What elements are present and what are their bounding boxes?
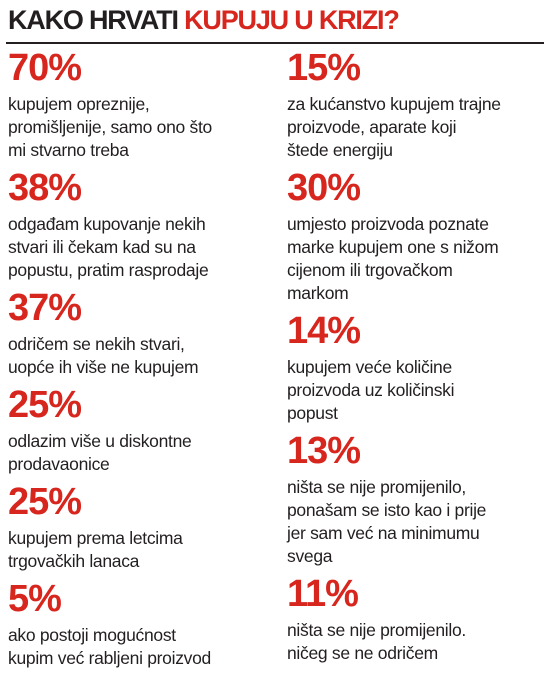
- stat-item: 25% kupujem prema letcima trgovačkih lan…: [8, 482, 270, 573]
- title-part-1: KAKO HRVATI: [8, 5, 185, 35]
- stat-description: kupujem opreznije, promišljenije, samo o…: [8, 94, 212, 160]
- stat-item: 30% umjesto proizvoda poznate marke kupu…: [287, 168, 545, 305]
- stat-item: 11% ništa se nije promijenilo. ničeg se …: [287, 574, 545, 665]
- title-part-2: KUPUJU U KRIZI?: [184, 5, 400, 35]
- stat-percent: 70%: [8, 47, 82, 89]
- stat-description: odričem se nekih stvari, uopće ih više n…: [8, 334, 199, 377]
- stat-description: umjesto proizvoda poznate marke kupujem …: [287, 214, 499, 303]
- stat-item: 70% kupujem opreznije, promišljenije, sa…: [8, 48, 270, 162]
- stat-description: kupujem prema letcima trgovačkih lanaca: [8, 528, 183, 571]
- stat-description: ako postoji mogućnost kupim već rabljeni…: [8, 625, 211, 668]
- stat-percent: 25%: [8, 481, 82, 523]
- stat-item: 13% ništa se nije promijenilo, ponašam s…: [287, 431, 545, 568]
- stat-item: 14% kupujem veće količine proizvoda uz k…: [287, 311, 545, 425]
- stat-description: odgađam kupovanje nekih stvari ili čekam…: [8, 214, 209, 280]
- stat-item: 37% odričem se nekih stvari, uopće ih vi…: [8, 288, 270, 379]
- header-divider: [6, 42, 544, 44]
- stat-percent: 37%: [8, 287, 82, 329]
- stat-percent: 25%: [8, 384, 82, 426]
- stat-item: 15% za kućanstvo kupujem trajne proizvod…: [287, 48, 545, 162]
- stat-item: 38% odgađam kupovanje nekih stvari ili č…: [8, 168, 270, 282]
- stat-description: odlazim više u diskontne prodavaonice: [8, 431, 192, 474]
- right-column: 15% za kućanstvo kupujem trajne proizvod…: [287, 48, 545, 665]
- stat-description: kupujem veće količine proizvoda uz količ…: [287, 357, 455, 423]
- stat-percent: 13%: [287, 430, 361, 472]
- stat-description: za kućanstvo kupujem trajne proizvode, a…: [287, 94, 501, 160]
- stat-item: 25% odlazim više u diskontne prodavaonic…: [8, 385, 270, 476]
- stat-description: ništa se nije promijenilo, ponašam se is…: [287, 477, 487, 566]
- stat-description: ništa se nije promijenilo. ničeg se ne o…: [287, 620, 466, 663]
- stat-item: 5% ako postoji mogućnost kupim već rablj…: [8, 579, 270, 670]
- stat-percent: 11%: [287, 573, 359, 615]
- left-column: 70% kupujem opreznije, promišljenije, sa…: [8, 48, 270, 670]
- stat-percent: 14%: [287, 310, 361, 352]
- stat-percent: 5%: [8, 578, 62, 620]
- page-title: KAKO HRVATI KUPUJU U KRIZI?: [8, 4, 400, 36]
- stat-percent: 38%: [8, 167, 82, 209]
- header: KAKO HRVATI KUPUJU U KRIZI?: [0, 0, 550, 50]
- stat-percent: 15%: [287, 47, 361, 89]
- stat-percent: 30%: [287, 167, 361, 209]
